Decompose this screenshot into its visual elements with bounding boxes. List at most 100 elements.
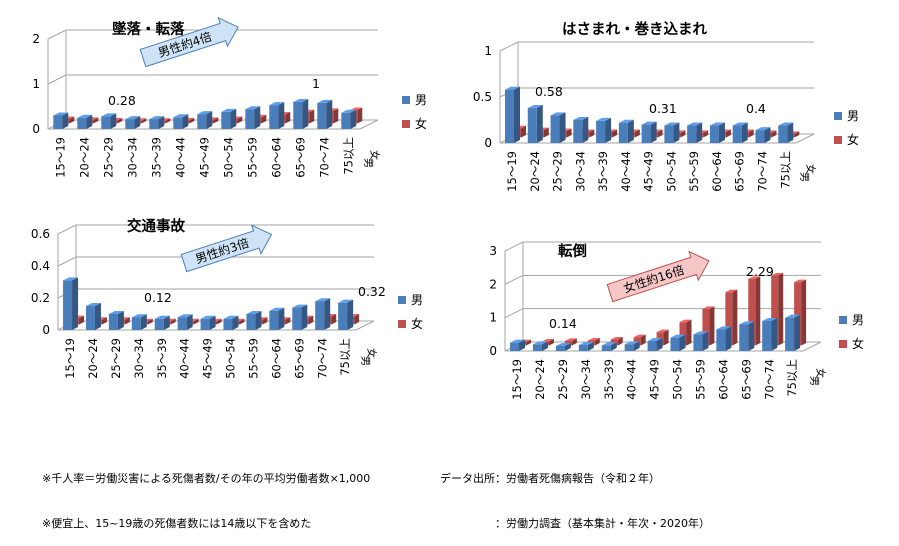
x-tick-label: 20～24 [86,338,100,379]
x-tick-label: 55～59 [246,338,260,379]
bar-side [718,122,725,143]
grid-side [47,74,67,85]
charts-area: 0 1 2 15～19 20～24 25～29 30～34 35～39 40～44 45～49 50… [31,16,864,400]
trend-arrow: 男性約3倍 [180,224,273,273]
bar-front [245,109,255,129]
bar-top [125,116,141,120]
bar-male [269,102,285,129]
bar-female [748,276,761,346]
bar-male [505,86,521,143]
bar-side [582,117,589,143]
floor-side [359,119,379,130]
bar-side [748,129,754,138]
bar-front [624,344,634,351]
y-tick-label: 0 [484,136,492,150]
bar-front [618,122,628,143]
bar-top [633,334,646,338]
bar-side [141,118,147,124]
bar-top [641,121,657,125]
bar-male [739,321,755,351]
trend-arrow-shape [606,250,710,303]
y-tick-label: 0.4 [31,259,50,273]
bar-side [673,122,680,143]
x-tick-label: 65～69 [294,137,308,178]
x-tick-label: 35～39 [596,151,610,192]
bar-top [555,343,571,346]
bar-female [702,306,715,346]
bar-side [232,315,239,330]
bar-front [716,329,726,351]
bar-top [794,279,807,283]
bar-male [246,311,262,330]
bar-male [177,314,193,330]
bar-male [125,116,141,129]
bar-male [85,303,101,330]
bar-front [315,301,325,330]
x-tick-label: 40～44 [619,151,633,192]
bar-top [732,122,748,126]
bar-top [573,117,589,120]
bar-front [670,337,680,351]
x-tick-label: 50～54 [222,137,236,178]
bar-side [94,303,101,330]
bar-side [589,129,595,138]
bar-front [269,310,279,330]
bar-top [610,337,623,340]
chart-title: 墜落・転落 [112,20,185,38]
bar-female [633,334,646,346]
bar-side [566,128,572,138]
bar-front [748,278,756,346]
bar-side [732,289,738,346]
bar-top [173,114,189,118]
data-label: 0.28 [108,93,136,108]
bar-top [269,307,285,311]
x-tick-label: 75以上 [338,338,352,376]
bar-side [541,341,548,351]
y-tick-label: 0.2 [31,291,50,305]
bar-top [670,334,686,338]
bar-front [693,334,703,351]
bar-side [709,306,715,346]
bar-front [341,112,351,129]
depth-label-male: 男 [798,172,810,182]
bar-top [350,107,363,110]
bar-top [177,314,193,318]
bar-side [255,311,262,330]
x-tick-label: 35～39 [150,137,164,178]
bar-top [739,321,755,325]
bar-male [292,304,308,330]
bar-side [548,339,554,346]
x-tick-label: 75以上 [785,359,799,397]
bar-side [787,122,794,143]
data-label: 1 [312,76,320,91]
y-tick-label: 1 [32,77,40,91]
bar-front [505,89,515,143]
bar-front [550,115,560,143]
bar-top [149,116,165,120]
bar-side [285,112,291,124]
x-tick-label: 45～49 [648,359,662,400]
bar-side [124,317,130,325]
bar-top [587,338,600,341]
bar-side [308,315,314,325]
footnote-age-note: ※便宜上、15~19歳の死傷者数には14歳以下を含めた [42,517,312,530]
bar-front [200,318,210,330]
bar-male [131,314,147,330]
bar-male [293,99,309,129]
legend-label: 女 [411,316,423,331]
x-tick-label: 30～34 [573,151,587,192]
bar-top [664,122,680,126]
bar-side [309,109,315,124]
bar-side [110,113,117,129]
chart-4: 0 1 2 3 15～19 20～24 25～29 30～34 35～39 40～44 45～49 5… [489,241,864,400]
floor-side [355,320,375,331]
bar-male [601,342,617,351]
bar-male [578,342,594,351]
bar-front [778,125,788,143]
bar-front [85,306,95,330]
bar-male [101,113,117,129]
bar-top [292,304,308,308]
legend-label: 男 [847,109,859,123]
bar-side [627,119,634,143]
x-tick-label: 35～39 [155,338,169,379]
